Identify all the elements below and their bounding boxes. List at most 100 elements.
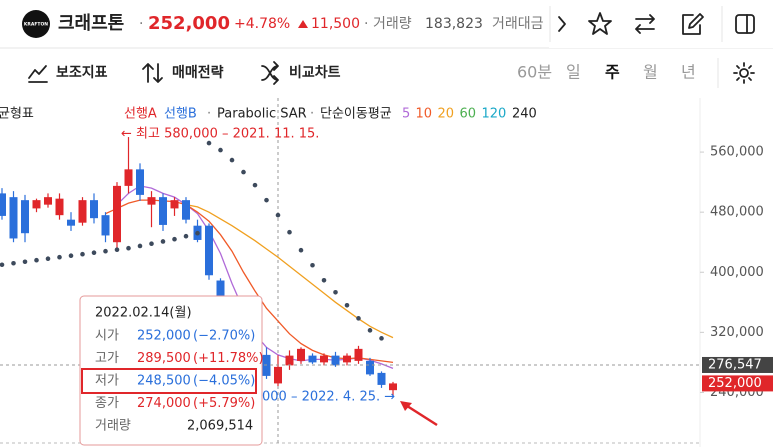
ma-legend: 20 — [438, 107, 455, 122]
sar-dot — [264, 197, 269, 203]
compare-button[interactable]: 비교차트 — [289, 65, 341, 81]
candle-body — [32, 200, 41, 209]
tooltip-value: 274,000 — [137, 396, 191, 411]
period-tab[interactable]: 주 — [605, 63, 620, 82]
candle-body — [67, 219, 75, 226]
tooltip-change: (+11.78%) — [193, 351, 264, 366]
toolbar: 보조지표 매매전략 비교차트 60분 일 주 월 년 — [0, 49, 773, 97]
sar-dot — [367, 328, 373, 333]
candle-body — [182, 200, 190, 220]
candle-body — [354, 348, 363, 361]
tooltip: 2022.02.14(월) 시가 252,000 (−2.70%) 고가 289,500… — [79, 295, 264, 446]
sar-dot — [114, 247, 120, 253]
sar-dot — [379, 336, 384, 341]
favorite-button[interactable] — [588, 12, 612, 35]
sar-dot — [275, 212, 281, 218]
price-marker — [702, 375, 773, 392]
candle-body — [285, 355, 294, 366]
sar-dot — [11, 260, 16, 266]
candle-body — [44, 197, 52, 205]
indicator-button[interactable]: 보조지표 — [56, 65, 108, 81]
sar-dot — [172, 236, 177, 242]
ma-legend: 5 — [402, 107, 410, 122]
candle-body — [90, 200, 98, 219]
more-button[interactable] — [558, 16, 566, 32]
swap-button[interactable] — [635, 14, 655, 34]
sar-dot — [241, 169, 246, 175]
y-tick-label: 320,000 — [710, 325, 764, 340]
sar-dot — [206, 140, 212, 146]
sar-dot — [321, 277, 327, 283]
sar-dot — [103, 248, 108, 254]
y-tick-label: 400,000 — [710, 265, 764, 280]
candle-body — [297, 348, 305, 361]
tooltip-label: 거래량 — [95, 419, 131, 434]
period-tab[interactable]: 년 — [681, 63, 696, 82]
panel-button[interactable] — [735, 14, 755, 34]
sar-dot — [57, 254, 62, 260]
candle-body — [101, 215, 110, 236]
y-tick-label: 560,000 — [710, 145, 764, 160]
settings-button[interactable] — [733, 62, 755, 84]
tooltip-date: 2022.02.14(월) — [95, 306, 192, 321]
candle-body — [170, 200, 179, 209]
sar-dot — [91, 250, 97, 256]
sar-dot — [229, 157, 235, 163]
candle-body — [331, 355, 340, 366]
logo — [22, 10, 50, 38]
sar-dot — [333, 289, 338, 295]
sar-dot — [22, 259, 28, 265]
header-actions-bg — [549, 0, 773, 48]
tooltip-label: 시가 — [95, 329, 119, 344]
legend-span-b: 선행B — [164, 106, 197, 122]
settings-icon — [739, 68, 749, 78]
candle-body — [9, 197, 18, 239]
strategy-button[interactable]: 매매전략 — [172, 64, 224, 81]
candle-body — [78, 200, 87, 223]
sar-dot — [160, 239, 166, 244]
candle-body — [205, 225, 213, 276]
tooltip-change: (−2.70%) — [193, 329, 255, 344]
sar-dot — [218, 147, 223, 153]
period-tab[interactable]: 일 — [566, 63, 581, 82]
highlight-box — [81, 368, 257, 394]
legend-cut: 균형표 — [0, 107, 34, 122]
tooltip-box — [79, 295, 263, 446]
y-tick-label: 480,000 — [710, 205, 764, 220]
sar-dot — [137, 243, 143, 249]
period-tabs: 60분 일 주 월 년 — [517, 63, 696, 82]
candle-body — [216, 280, 225, 301]
candle-body — [343, 355, 351, 363]
legend-span-a: 선행A — [124, 106, 157, 122]
period-tab[interactable]: 월 — [643, 63, 658, 82]
candle-body — [274, 366, 282, 384]
price-marker — [702, 356, 773, 373]
sar-dot — [80, 251, 85, 257]
toolbar-bg — [0, 49, 773, 97]
strategy-icon — [142, 63, 163, 83]
candle-body — [159, 197, 167, 225]
legend-ma: 단순이동평균 — [320, 107, 392, 122]
candle-body — [377, 372, 386, 385]
sar-dot — [183, 233, 189, 239]
price-marker-label: 252,000 — [708, 376, 762, 391]
dot: · — [207, 107, 211, 122]
candle-body — [320, 355, 328, 363]
sar-dot — [0, 262, 5, 268]
dot: · — [139, 16, 143, 32]
header: KRAFTON 크래프톤 · 252,000 +4.78% 11,500 · 거… — [0, 0, 773, 49]
ma-legend: 120 — [482, 107, 507, 122]
stock-name[interactable]: 크래프톤 — [58, 13, 124, 34]
sar-dot — [287, 229, 292, 235]
sar-dot — [68, 253, 74, 259]
annotation: ← 최고 580,000 – 2021. 11. 15. — [121, 127, 319, 142]
annotation: 000 – 2022. 4. 25. → — [262, 390, 395, 405]
tooltip-change: (−4.05%) — [193, 374, 255, 389]
sar-dot — [344, 303, 350, 308]
change-pct: +4.78% — [234, 16, 290, 32]
edit-button[interactable] — [682, 13, 704, 35]
period-tab[interactable]: 60분 — [517, 63, 552, 82]
sar-dot — [34, 257, 39, 263]
